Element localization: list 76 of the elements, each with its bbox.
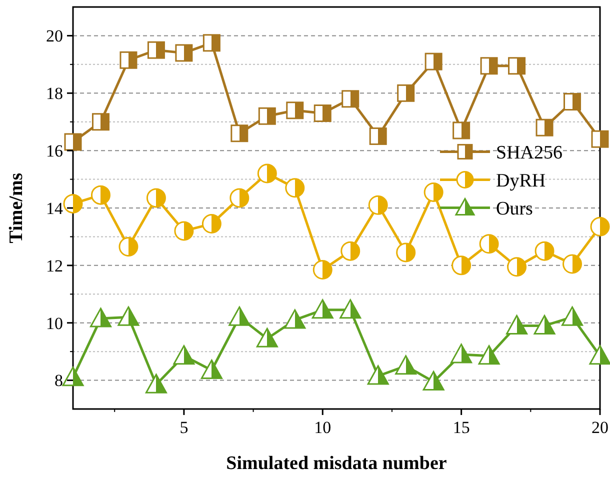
y-tick-label: 18: [46, 84, 63, 104]
point: [589, 345, 610, 365]
x-tick-label: 10: [314, 418, 332, 437]
point: [145, 374, 167, 394]
point: [90, 308, 112, 328]
point: [90, 185, 110, 205]
point: [340, 299, 362, 319]
point: [200, 359, 222, 379]
point: [395, 355, 417, 375]
point: [173, 345, 195, 365]
x-axis-title: Simulated misdata number: [226, 453, 448, 474]
point: [285, 178, 305, 198]
point: [230, 124, 248, 142]
point: [367, 365, 389, 385]
point: [146, 188, 166, 208]
y-tick-label: 20: [46, 26, 63, 46]
point: [340, 241, 360, 261]
point: [424, 52, 442, 70]
y-tick-label: 8: [54, 371, 63, 390]
point: [228, 306, 250, 326]
point: [62, 366, 84, 386]
point: [536, 118, 554, 136]
y-tick-label: 12: [46, 256, 63, 276]
point: [452, 122, 470, 140]
point: [506, 314, 528, 334]
point: [397, 84, 415, 102]
point: [63, 194, 83, 214]
point: [591, 130, 609, 148]
point: [174, 221, 194, 241]
point: [258, 107, 276, 125]
point: [286, 102, 304, 120]
point: [424, 182, 444, 202]
point: [284, 309, 306, 329]
point: [342, 90, 360, 108]
legend-label: Ours: [496, 198, 533, 220]
point: [480, 57, 498, 75]
point: [118, 306, 140, 326]
y-axis-title: Time/ms: [6, 172, 27, 244]
point: [314, 104, 332, 122]
point: [64, 133, 82, 151]
point: [175, 44, 193, 62]
point: [312, 260, 332, 280]
point: [590, 216, 610, 236]
point: [534, 314, 556, 334]
x-tick-label: 20: [592, 418, 608, 437]
point: [479, 234, 499, 254]
point: [452, 256, 472, 276]
point: [564, 93, 582, 111]
point: [534, 241, 554, 261]
point: [92, 113, 110, 131]
y-tick-label: 14: [46, 198, 64, 218]
x-tick-label: 15: [452, 418, 470, 437]
point: [478, 345, 500, 365]
point: [369, 127, 387, 145]
point: [507, 257, 527, 277]
point: [396, 242, 416, 262]
point: [147, 41, 165, 59]
point: [368, 195, 388, 215]
point: [202, 214, 222, 234]
point: [257, 164, 277, 184]
legend-label: SHA256: [496, 142, 563, 164]
point: [312, 299, 334, 319]
point: [422, 370, 444, 390]
x-tick-label: 5: [180, 418, 188, 437]
point: [562, 306, 584, 326]
point: [508, 57, 526, 75]
y-tick-label: 10: [46, 314, 63, 333]
point: [256, 328, 278, 348]
point: [120, 51, 138, 69]
point: [230, 188, 250, 208]
point: [202, 34, 220, 52]
point: [450, 344, 472, 364]
point: [118, 237, 138, 257]
legend-label: DyRH: [496, 170, 546, 192]
y-tick-label: 16: [46, 142, 63, 161]
point: [562, 254, 582, 274]
